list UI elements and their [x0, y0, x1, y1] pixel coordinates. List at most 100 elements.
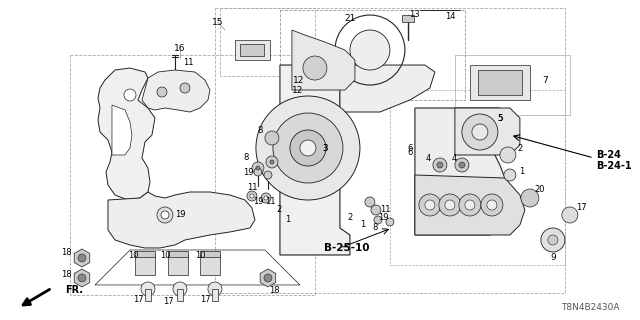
Circle shape [548, 235, 558, 245]
Polygon shape [292, 30, 355, 90]
Circle shape [208, 282, 222, 296]
Bar [215, 8, 565, 293]
Circle shape [303, 56, 327, 80]
Text: 14: 14 [445, 12, 455, 20]
Circle shape [459, 194, 481, 216]
Text: 11: 11 [380, 205, 390, 214]
Circle shape [374, 216, 382, 224]
Text: 2: 2 [348, 213, 353, 222]
Text: B-24-1: B-24-1 [596, 161, 632, 171]
Polygon shape [98, 68, 155, 200]
Circle shape [261, 193, 271, 203]
Circle shape [157, 87, 167, 97]
Bar [280, 10, 465, 100]
Circle shape [541, 228, 565, 252]
Text: 9: 9 [550, 253, 556, 262]
Circle shape [264, 196, 268, 200]
Circle shape [157, 207, 173, 223]
Circle shape [487, 200, 497, 210]
Text: 11: 11 [265, 197, 275, 206]
Circle shape [264, 274, 272, 282]
Circle shape [365, 197, 375, 207]
Polygon shape [235, 40, 270, 60]
Circle shape [386, 218, 394, 226]
Bar [145, 289, 151, 301]
Circle shape [180, 83, 190, 93]
Text: 8: 8 [372, 223, 378, 233]
Circle shape [481, 194, 503, 216]
Text: 10: 10 [195, 252, 205, 260]
Circle shape [504, 169, 516, 181]
Circle shape [270, 160, 274, 164]
Polygon shape [402, 15, 414, 22]
Circle shape [124, 89, 136, 101]
Text: 20: 20 [534, 186, 545, 195]
Text: 3: 3 [322, 143, 328, 153]
Bar [135, 251, 155, 257]
Text: 5: 5 [497, 114, 503, 123]
Circle shape [254, 168, 262, 176]
Text: 18: 18 [269, 286, 279, 295]
Text: 6: 6 [407, 143, 413, 153]
Circle shape [173, 282, 187, 296]
Bar [177, 289, 183, 301]
Circle shape [462, 114, 498, 150]
Circle shape [500, 147, 516, 163]
Circle shape [273, 113, 343, 183]
Circle shape [425, 200, 435, 210]
Polygon shape [455, 108, 520, 155]
Circle shape [439, 194, 461, 216]
Circle shape [472, 124, 488, 140]
Circle shape [437, 162, 443, 168]
Text: 7: 7 [542, 76, 548, 84]
Text: 19: 19 [175, 211, 185, 220]
Bar [390, 90, 565, 265]
Text: FR.: FR. [65, 285, 83, 295]
Text: 2: 2 [517, 143, 522, 153]
Text: 3: 3 [322, 143, 328, 153]
Circle shape [521, 189, 539, 207]
Text: 12: 12 [292, 85, 303, 94]
Text: 4: 4 [451, 154, 456, 163]
Text: 6: 6 [407, 148, 413, 156]
Circle shape [247, 191, 257, 201]
Text: 18: 18 [61, 248, 71, 258]
Text: 4: 4 [425, 154, 431, 163]
Text: 8: 8 [257, 125, 262, 134]
Text: 19: 19 [243, 169, 253, 178]
Polygon shape [478, 70, 522, 95]
Circle shape [250, 194, 254, 198]
Bar [212, 289, 218, 301]
Circle shape [433, 158, 447, 172]
Bar [168, 251, 188, 257]
Text: 17: 17 [163, 298, 173, 307]
Text: 8: 8 [243, 153, 248, 162]
Text: 13: 13 [410, 10, 420, 19]
Circle shape [300, 140, 316, 156]
Circle shape [419, 194, 441, 216]
Circle shape [350, 30, 390, 70]
Polygon shape [260, 269, 276, 287]
Text: 10: 10 [128, 252, 138, 260]
Circle shape [562, 207, 578, 223]
Text: 1: 1 [285, 215, 291, 225]
Circle shape [252, 162, 264, 174]
Bar [135, 255, 155, 275]
Text: 19: 19 [378, 213, 388, 222]
Circle shape [455, 158, 469, 172]
Polygon shape [415, 108, 505, 235]
Circle shape [256, 96, 360, 200]
Text: 17: 17 [200, 295, 211, 304]
Polygon shape [240, 44, 264, 56]
Text: 15: 15 [212, 18, 224, 27]
Text: 2: 2 [276, 205, 282, 214]
Polygon shape [74, 249, 90, 267]
Bar [70, 55, 315, 295]
Text: 11: 11 [182, 58, 193, 67]
Polygon shape [142, 70, 210, 112]
Bar [200, 255, 220, 275]
Circle shape [266, 156, 278, 168]
Polygon shape [280, 65, 350, 255]
Circle shape [161, 211, 169, 219]
Text: T8N4B2430A: T8N4B2430A [561, 303, 620, 312]
